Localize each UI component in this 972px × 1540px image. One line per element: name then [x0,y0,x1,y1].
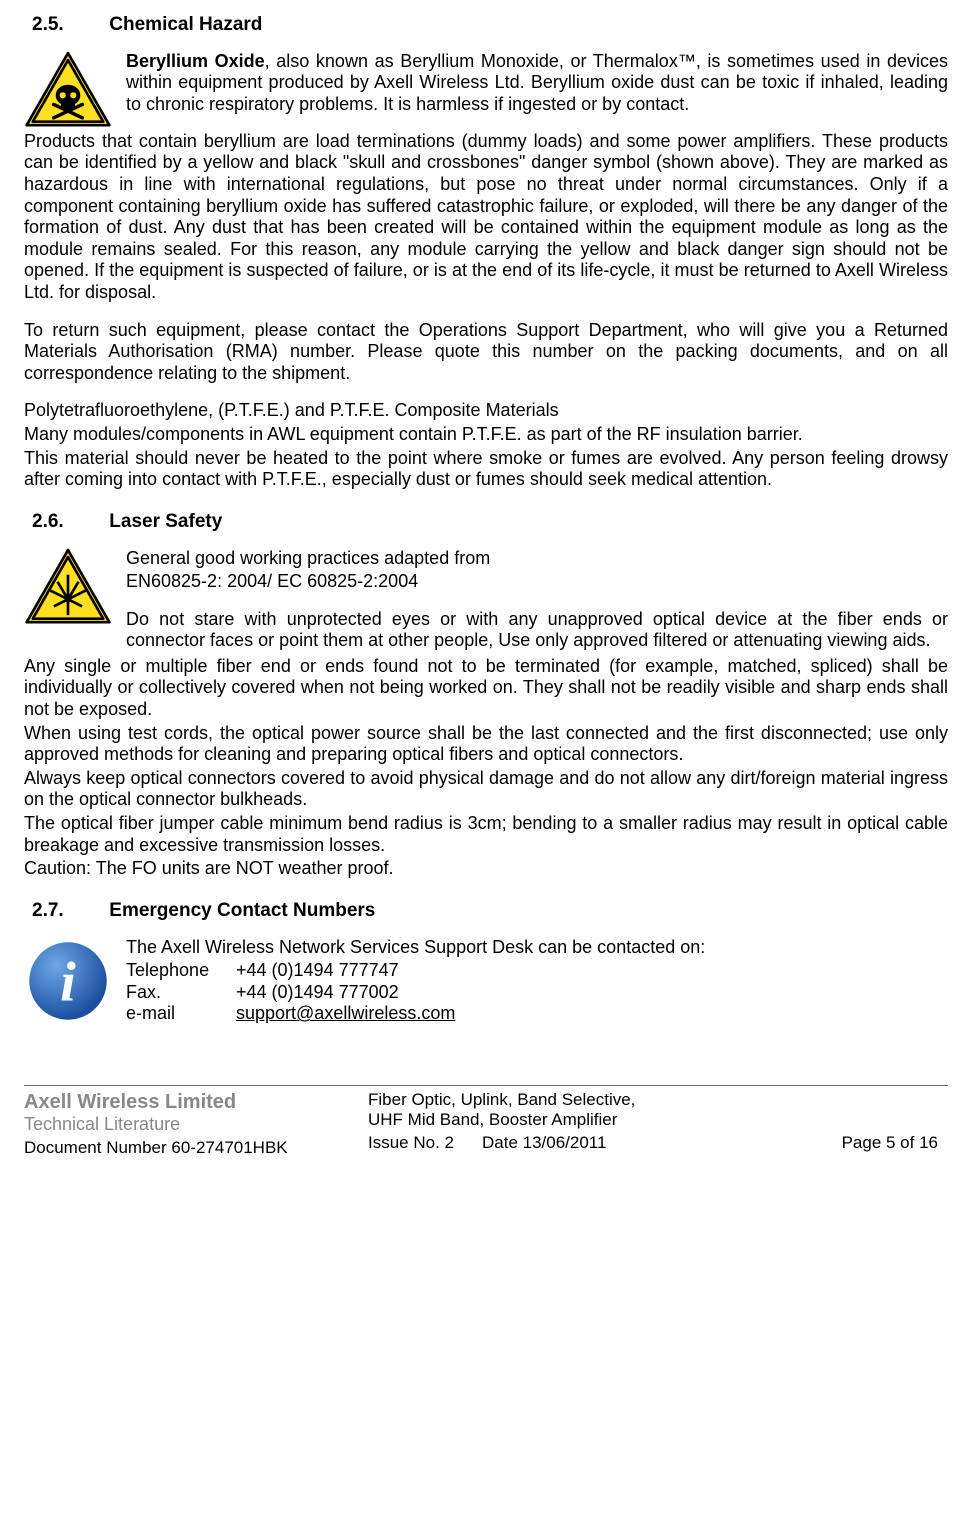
contact-phone-label: Telephone [126,960,236,982]
chemical-p5: This material should never be heated to … [24,448,948,491]
contact-fax-value: +44 (0)1494 777002 [236,982,399,1004]
chemical-p1: Products that contain beryllium are load… [24,131,948,304]
footer-left: Axell Wireless Limited Technical Literat… [24,1090,344,1158]
footer-subtitle: Technical Literature [24,1114,344,1136]
footer-docnum: Document Number 60-274701HBK [24,1138,344,1158]
heading-title: Emergency Contact Numbers [109,900,375,921]
chemical-hazard-intro-text: Beryllium Oxide, also known as Beryllium… [126,51,948,118]
chemical-p2: To return such equipment, please contact… [24,320,948,385]
laser-i3: Do not stare with unprotected eyes or wi… [126,609,948,652]
footer-product2: UHF Mid Band, Booster Amplifier [368,1110,948,1130]
footer-page: Page 5 of 16 [842,1133,948,1153]
laser-p4: The optical fiber jumper cable minimum b… [24,813,948,856]
laser-p1: Any single or multiple fiber end or ends… [24,656,948,721]
footer-date: Date 13/06/2011 [482,1133,606,1153]
contact-email-label: e-mail [126,1003,236,1025]
info-icon: i [24,937,112,1025]
footer-company: Axell Wireless Limited [24,1090,344,1114]
page-footer: Axell Wireless Limited Technical Literat… [24,1085,948,1158]
heading-title: Laser Safety [109,511,222,532]
chemical-p4: Many modules/components in AWL equipment… [24,424,948,446]
chemical-hazard-intro-block: Beryllium Oxide, also known as Beryllium… [24,51,948,129]
emergency-contact-block: i The Axell Wireless Network Services Su… [24,937,948,1025]
laser-i2: EN60825-2: 2004/ EC 60825-2:2004 [126,571,948,593]
chemical-p3: Polytetrafluoroethylene, (P.T.F.E.) and … [24,400,948,422]
laser-warning-icon [24,548,112,626]
heading-number: 2.5. [32,14,104,37]
emergency-contact-text: The Axell Wireless Network Services Supp… [126,937,948,1025]
footer-issue: Issue No. 2 [368,1133,454,1153]
heading-laser-safety: 2.6. Laser Safety [32,511,948,534]
laser-p3: Always keep optical connectors covered t… [24,768,948,811]
heading-number: 2.7. [32,900,104,923]
footer-right: Fiber Optic, Uplink, Band Selective, UHF… [368,1090,948,1158]
laser-i1: General good working practices adapted f… [126,548,948,570]
skull-warning-icon [24,51,112,129]
contact-phone-value: +44 (0)1494 777747 [236,960,399,982]
contact-fax-label: Fax. [126,982,236,1004]
contact-intro: The Axell Wireless Network Services Supp… [126,937,948,959]
heading-emergency-contact: 2.7. Emergency Contact Numbers [32,900,948,923]
heading-chemical-hazard: 2.5. Chemical Hazard [32,14,948,37]
contact-fax-row: Fax. +44 (0)1494 777002 [126,982,948,1004]
laser-p2: When using test cords, the optical power… [24,723,948,766]
contact-phone-row: Telephone +44 (0)1494 777747 [126,960,948,982]
beryllium-bold: Beryllium Oxide [126,51,265,71]
laser-safety-intro-block: General good working practices adapted f… [24,548,948,654]
contact-email-row: e-mail support@axellwireless.com [126,1003,948,1025]
svg-text:i: i [60,951,76,1013]
contact-email-value: support@axellwireless.com [236,1003,455,1025]
heading-number: 2.6. [32,511,104,534]
laser-safety-intro-text: General good working practices adapted f… [126,548,948,654]
footer-product1: Fiber Optic, Uplink, Band Selective, [368,1090,948,1110]
laser-p5: Caution: The FO units are NOT weather pr… [24,858,948,880]
heading-title: Chemical Hazard [109,14,262,35]
